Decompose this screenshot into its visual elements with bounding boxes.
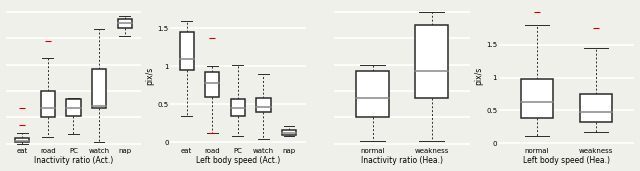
Bar xyxy=(257,98,271,112)
Bar xyxy=(67,99,81,116)
Bar xyxy=(41,91,55,117)
Bar xyxy=(92,69,106,108)
Bar xyxy=(118,19,132,28)
Y-axis label: pix/s: pix/s xyxy=(474,67,483,85)
Bar xyxy=(179,32,194,70)
Bar xyxy=(205,73,220,97)
Bar xyxy=(356,71,389,117)
X-axis label: Inactivity ratio (Act.): Inactivity ratio (Act.) xyxy=(34,156,113,166)
Bar xyxy=(15,138,29,142)
Bar xyxy=(282,130,296,135)
X-axis label: Inactivity ratio (Hea.): Inactivity ratio (Hea.) xyxy=(361,156,443,166)
Y-axis label: pix/s: pix/s xyxy=(146,67,155,85)
Bar xyxy=(415,25,448,98)
Bar xyxy=(580,94,612,122)
X-axis label: Left body speed (Hea.): Left body speed (Hea.) xyxy=(523,156,610,166)
Bar xyxy=(521,79,553,118)
Bar xyxy=(231,99,245,116)
X-axis label: Left body speed (Act.): Left body speed (Act.) xyxy=(196,156,280,166)
